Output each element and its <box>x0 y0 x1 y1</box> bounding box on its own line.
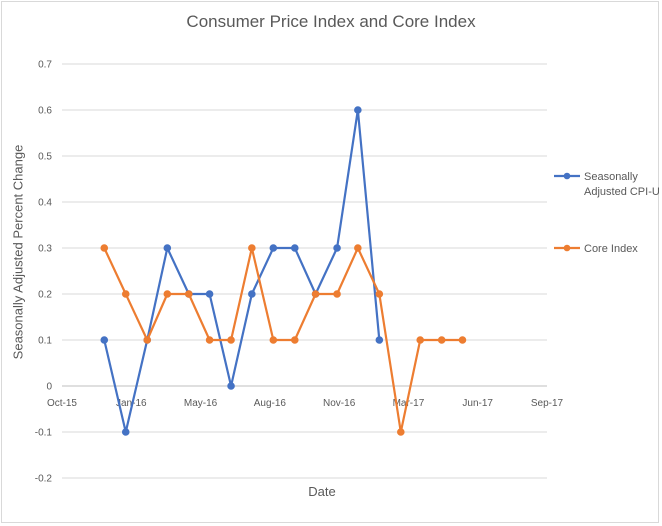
data-point <box>375 290 384 298</box>
legend-label: Adjusted CPI-U <box>584 186 660 198</box>
data-point <box>333 244 341 252</box>
data-point <box>458 336 467 344</box>
data-point <box>437 336 446 344</box>
x-tick-label: Sep-17 <box>531 398 564 409</box>
data-point <box>143 336 152 344</box>
y-tick-label: 0.5 <box>38 152 52 163</box>
data-point <box>227 382 235 390</box>
data-point <box>100 336 109 344</box>
data-point <box>163 290 172 298</box>
data-point <box>205 290 214 298</box>
data-point <box>100 244 109 252</box>
x-tick-label: Aug-16 <box>254 398 287 409</box>
y-tick-label: 0.7 <box>38 60 52 71</box>
data-point <box>397 428 405 436</box>
data-point <box>184 290 193 298</box>
y-tick-label: 0.1 <box>38 336 52 347</box>
x-axis-label: Date <box>308 484 336 499</box>
series-line-1 <box>103 108 381 434</box>
legend-swatch-marker <box>563 244 571 252</box>
legend-label: Seasonally <box>584 171 638 183</box>
data-point <box>248 244 256 252</box>
y-tick-label: 0.4 <box>38 198 52 209</box>
x-tick-label: May-16 <box>184 398 218 409</box>
data-point <box>354 106 362 114</box>
data-point <box>311 290 320 298</box>
data-point <box>291 244 299 252</box>
data-point <box>416 336 425 344</box>
data-point <box>121 290 130 298</box>
data-point <box>121 428 130 436</box>
data-point <box>333 290 341 298</box>
data-point <box>248 290 256 298</box>
x-tick-label: Nov-16 <box>323 398 356 409</box>
chart-title: Consumer Price Index and Core Index <box>186 12 476 31</box>
data-point <box>291 336 299 344</box>
data-point <box>375 336 384 344</box>
x-tick-label: Jun-17 <box>462 398 493 409</box>
data-point <box>205 336 214 344</box>
legend-label: Core Index <box>584 243 638 255</box>
y-tick-label: 0.3 <box>38 244 52 255</box>
x-tick-label: Oct-15 <box>47 398 77 409</box>
data-point <box>269 336 278 344</box>
data-point <box>227 336 235 344</box>
legend-swatch-marker <box>563 172 571 180</box>
y-tick-label: 0.6 <box>38 106 52 117</box>
data-point <box>354 244 362 252</box>
data-point <box>269 244 278 252</box>
y-tick-label: -0.1 <box>35 428 53 439</box>
y-tick-label: 0.2 <box>38 290 52 301</box>
series-line-2 <box>103 246 463 434</box>
y-tick-label: 0 <box>46 382 52 393</box>
data-point <box>163 244 172 252</box>
y-tick-label: -0.2 <box>35 474 53 485</box>
x-tick-label: Mar-17 <box>393 398 425 409</box>
